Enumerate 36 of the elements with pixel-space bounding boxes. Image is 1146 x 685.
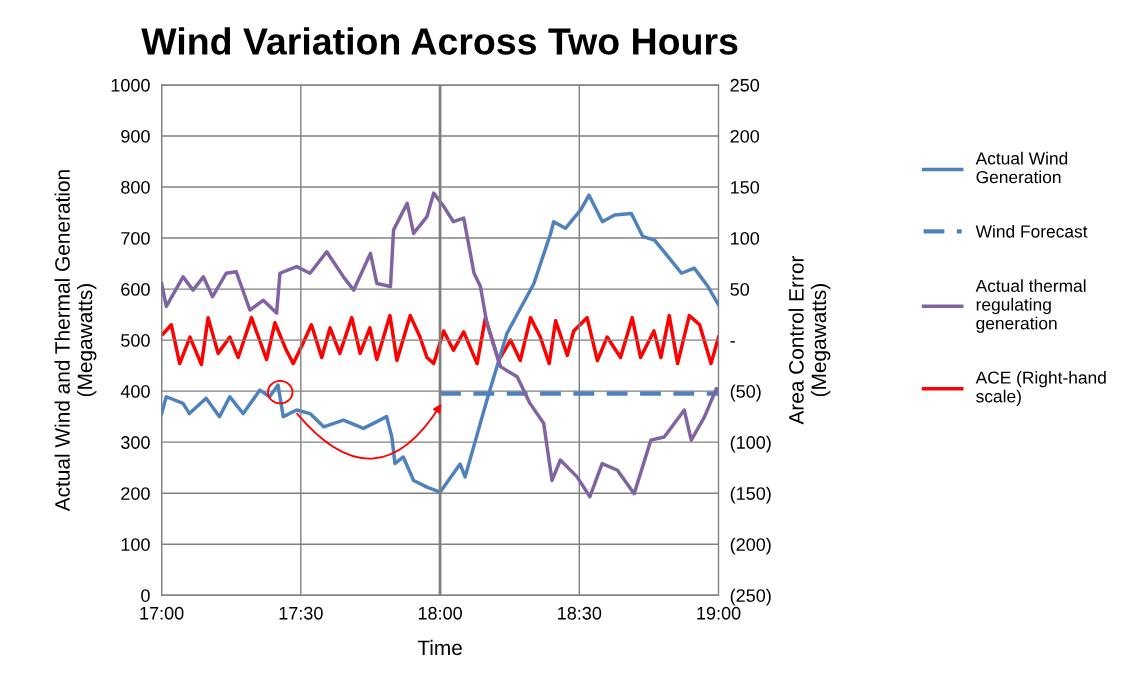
y2-tick-label: (200) — [730, 537, 771, 555]
y2-tick-label: - — [730, 341, 735, 343]
y-tick-label: 700 — [121, 231, 150, 245]
line-series — [161, 313, 719, 367]
y2-tick-label: (250) — [730, 588, 771, 606]
y-tick-label: 1000 — [111, 78, 150, 92]
y2-tick-label: 200 — [730, 129, 760, 143]
x-tick-label: 18:00 — [418, 606, 462, 620]
y-tick-label: 500 — [121, 334, 150, 347]
y-tick-label: 200 — [121, 487, 150, 500]
x-tick-label: 17:30 — [279, 606, 323, 620]
x-tick-label: 17:00 — [140, 606, 184, 620]
legend-label: ACE (Right-hand scale) — [975, 371, 1106, 406]
y2-tick-label: 100 — [731, 231, 760, 245]
legend-label: Wind Forecast — [975, 224, 1088, 238]
y2-axis-title: Area Control Error (Megawatts) — [788, 255, 831, 425]
chart-title: Wind Variation Across Two Hours — [141, 27, 738, 55]
y2-tick-label: 250 — [730, 78, 760, 92]
y-tick-label: 0 — [141, 589, 150, 602]
y2-tick-label: (150) — [730, 486, 771, 504]
y-tick-label: 100 — [121, 538, 150, 551]
y-tick-label: 600 — [121, 283, 150, 296]
y-tick-label: 900 — [121, 129, 150, 143]
legend-label: Actual Wind Generation — [975, 151, 1068, 184]
x-axis-title: Time — [417, 639, 462, 656]
y-tick-label: 400 — [120, 385, 150, 398]
y2-tick-label: (100) — [730, 435, 771, 453]
y2-tick-label: (50) — [730, 384, 761, 402]
legend-label: Actual thermal regulating generation — [975, 279, 1086, 333]
y-tick-label: 800 — [121, 180, 150, 194]
y-axis-title: Actual Wind and Thermal Generation (Megawatts) — [54, 170, 97, 512]
y2-tick-label: 150 — [731, 180, 760, 194]
y2-tick-label: 50 — [730, 283, 750, 296]
y-tick-label: 300 — [121, 436, 150, 449]
x-tick-label: 19:00 — [697, 606, 741, 620]
x-tick-label: 18:30 — [558, 606, 602, 620]
